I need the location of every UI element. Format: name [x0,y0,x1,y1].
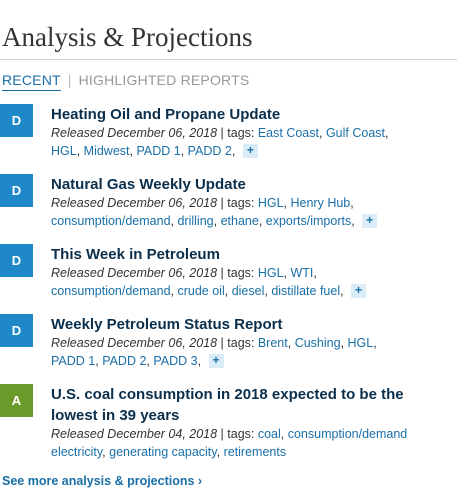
tag-link[interactable]: WTI [290,266,314,280]
tag-link[interactable]: consumption/demand [51,283,171,298]
tag-link[interactable]: drilling [177,213,214,228]
report-title-link[interactable]: Weekly Petroleum Status Report [51,316,283,333]
report-type-badge: D [0,244,33,277]
page-title: Analysis & Projections [2,22,253,52]
more-tags-plus-button[interactable]: + [362,214,378,229]
tag-link[interactable]: Brent [257,336,288,350]
tags-label: | tags: [217,126,258,140]
tag-link[interactable]: PADD 1 [51,353,96,368]
tag-link[interactable]: HGL [257,196,284,210]
tag-link[interactable]: Gulf Coast [325,126,385,140]
tag-link[interactable]: HGL [257,266,284,280]
tags-label: | tags: [217,196,258,210]
release-date: Released December 06, 2018 [51,126,218,140]
tag-link[interactable]: HGL [51,143,77,158]
tag-link[interactable]: Henry Hub [290,196,351,210]
tag-link[interactable]: retirements [223,444,287,459]
tag-link[interactable]: electricity [51,444,103,459]
title-divider [0,59,457,60]
tag-link[interactable]: generating capacity [109,444,217,459]
more-tags-plus-button[interactable]: + [242,144,258,159]
tag-link[interactable]: PADD 2 [102,353,147,368]
tags-label: | tags: [217,336,258,350]
tags-label: | tags: [217,266,258,280]
report-type-badge: A [0,384,33,417]
tag-link[interactable]: Cushing [294,336,341,350]
report-title-line: lowest in 39 years [51,407,180,424]
release-date: Released December 06, 2018 [51,266,218,280]
release-date: Released December 06, 2018 [51,336,218,350]
tab-recent[interactable]: RECENT [2,72,61,91]
tag-link[interactable]: ethane [220,213,259,228]
more-tags-plus-button[interactable]: + [351,284,367,299]
tag-link[interactable]: crude oil [177,283,225,298]
report-type-badge: D [0,314,33,347]
tag-link[interactable]: diesel [231,283,265,298]
report-title-link[interactable]: U.S. coal consumption in 2018 expected t… [51,384,457,426]
tags-label: | tags: [217,427,258,441]
report-type-badge: D [0,104,33,137]
tag-link[interactable]: coal [257,427,281,441]
tag-link[interactable]: Midwest [83,143,130,158]
more-tags-plus-button[interactable]: + [208,354,224,369]
tab-highlighted-reports[interactable]: HIGHLIGHTED REPORTS [78,72,250,88]
report-type-badge: D [0,174,33,207]
tag-link[interactable]: distillate fuel [271,283,341,298]
tag-link[interactable]: East Coast [257,126,319,140]
tab-bar: RECENT | HIGHLIGHTED REPORTS [2,72,250,91]
report-title-link[interactable]: Natural Gas Weekly Update [51,176,246,193]
tab-separator: | [67,72,72,88]
tag-link[interactable]: PADD 2 [187,143,232,158]
release-date: Released December 04, 2018 [51,427,218,441]
tag-link[interactable]: PADD 1 [136,143,181,158]
tag-link[interactable]: PADD 3 [153,353,198,368]
tag-link[interactable]: consumption/demand [287,427,408,441]
report-title-link[interactable]: Heating Oil and Propane Update [51,106,281,123]
tag-link[interactable]: HGL [347,336,374,350]
release-date: Released December 06, 2018 [51,196,218,210]
see-more-link[interactable]: See more analysis & projections › [2,474,203,488]
report-title-line: U.S. coal consumption in 2018 expected t… [51,386,404,403]
tag-link[interactable]: consumption/demand [51,213,171,228]
tag-link[interactable]: exports/imports [265,213,352,228]
report-title-link[interactable]: This Week in Petroleum [51,246,220,263]
